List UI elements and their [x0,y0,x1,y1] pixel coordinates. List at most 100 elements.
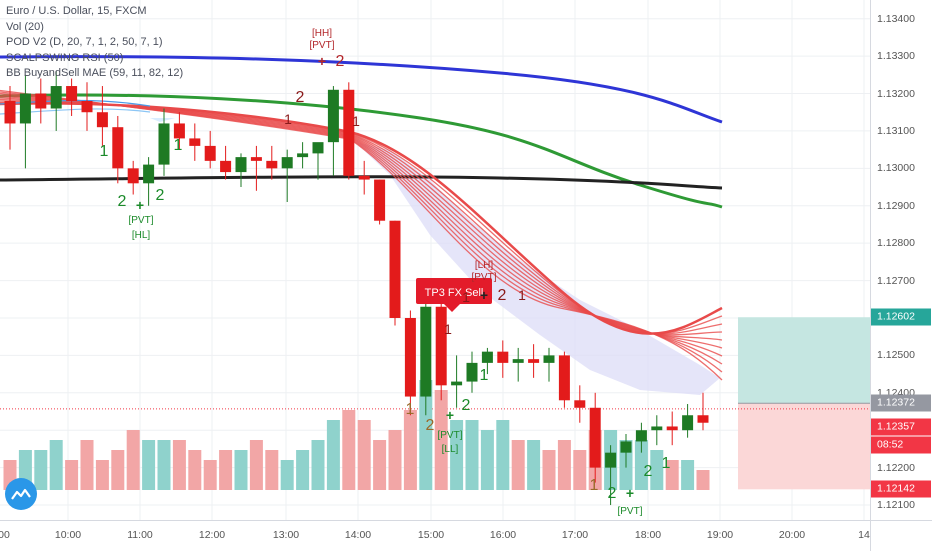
label-pvt-top: [PVT] [309,40,334,51]
price-tick: 1.12900 [877,199,915,212]
candle-body [512,359,524,363]
volume-bar [373,440,387,490]
price-tick: 1.12200 [877,461,915,474]
price-badge: 1.12142 [871,480,931,498]
price-tick: 1.12500 [877,349,915,362]
count-one: 1 [480,367,489,384]
candle-body [66,86,78,102]
count-two: 2 [426,417,435,434]
volume-bar [203,460,217,490]
time-tick: 15:00 [417,529,445,541]
volume-bar [342,410,356,490]
time-tick: 10:00 [54,529,82,541]
candle-body [666,426,678,431]
candle-body [404,317,416,397]
price-chart[interactable]: [HH][PVT]+ 221 11 12 +2[PVT][HL]TP3 FX Sell[… [0,0,870,520]
volume-bar [49,440,63,490]
count-two: 2 [644,463,653,480]
volume-bar [480,430,494,490]
time-tick: 18:00 [634,529,662,541]
volume-bar [188,450,202,490]
candle-body [220,160,232,173]
price-tick: 1.12100 [877,499,915,512]
time-tick: 11:00 [127,529,153,541]
price-tick: 1.12700 [877,274,915,287]
volume-bar [326,420,340,490]
candle-body [528,359,540,363]
price-tick: 1.13100 [877,124,915,137]
indicator-legend: Euro / U.S. Dollar, 15, FXCM Vol (20) PO… [6,4,183,82]
candle-body [173,123,185,139]
tp3-sell-pointer [444,304,460,312]
count-two: 2 [296,89,305,106]
time-tick: 14 [858,529,870,541]
price-badge: 1.12602 [871,308,931,326]
time-tick: 19:00 [706,529,734,541]
volume-bar [34,450,48,490]
blue-ma-line [0,55,723,124]
candle-body [158,123,170,165]
time-scale[interactable]: 00 10:00 11:00 12:00 13:00 14:00 15:00 16:00 17… [0,520,870,551]
count-plus: + [480,287,488,303]
price-tick: 1.13200 [877,87,915,100]
legend-bb-buysell[interactable]: BB BuyandSell MAE (59, 11, 82, 12) [6,67,184,79]
count-plus: + [318,53,326,69]
candle-body [204,145,216,161]
green-ma-line [0,93,723,209]
candle-body [189,138,201,146]
volume-bar [419,380,433,490]
candle-body [574,400,586,408]
legend-pod[interactable]: POD V2 (D, 20, 7, 1, 2, 50, 7, 1) [6,36,163,48]
label-hh: [HH] [312,28,332,39]
volume-bar [249,440,263,490]
time-tick: 12:00 [198,529,226,541]
legend-scalpswing[interactable]: SCALPSWING RSI (50) [6,51,124,64]
volume-bar [542,450,556,490]
candle-body [420,306,432,397]
chart-area[interactable]: [HH] [PVT] +2 2 1 1 1 1 2 +2 [PVT] [HL] TP3 FX Sell[… [0,0,870,520]
volume-bar [142,440,156,490]
price-tick: 1.13400 [877,12,915,25]
volume-bar [665,460,679,490]
tradingview-logo-icon[interactable] [5,478,37,510]
red-ribbon-line [0,89,723,381]
volume-bar [573,450,587,490]
volume-bar [557,440,571,490]
count-two: 2 [156,187,165,204]
candle-body [96,112,108,128]
candle-body [589,407,601,468]
price-tick: 1.13000 [877,162,915,175]
time-tick: 14:00 [344,529,372,541]
candle-body [497,351,509,363]
legend-volume[interactable]: Vol (20) [6,20,44,33]
price-scale[interactable]: 1.13400 1.13300 1.13200 1.13100 1.13000 1.129… [870,0,932,520]
label-ll: [LL] [442,444,459,455]
label-pvt-bottom: [PVT] [617,506,642,517]
candle-body [266,160,278,169]
candle-body [697,415,709,423]
candle-body [281,157,293,169]
candle-body [143,164,155,184]
count-one: 1 [590,477,599,494]
price-tick: 1.13300 [877,50,915,63]
count-plus: + [626,485,634,501]
candle-body [682,415,694,431]
volume-bar [696,470,710,490]
volume-bar [403,410,417,490]
legend-symbol[interactable]: Euro / U.S. Dollar, 15, FXCM [6,5,147,17]
axis-corner[interactable] [870,520,932,551]
volume-bar [388,430,402,490]
volume-bar [511,440,525,490]
volume-bar [450,420,464,490]
price-badge: 1.12357 [871,418,931,436]
count-plus: + [446,407,454,423]
count-two: 2 [608,485,617,502]
volume-bar [296,450,310,490]
candle-body [481,351,493,363]
candle-body [250,157,262,161]
signal-marks: [HH][PVT]+ 221 11 12 +2[PVT][HL]TP3 FX Sell[… [100,28,671,517]
count-one: 1 [174,137,183,154]
candle-body [558,355,570,401]
volume-bar [650,450,664,490]
volume-bar [527,440,541,490]
